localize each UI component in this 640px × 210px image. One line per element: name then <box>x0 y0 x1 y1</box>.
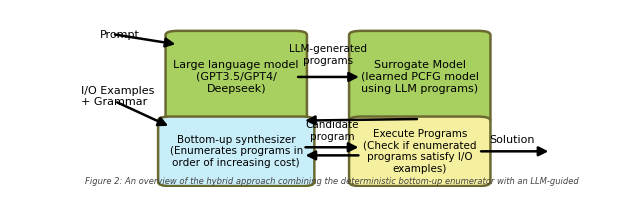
Text: Figure 2: An overview of the hybrid approach combining the deterministic bottom-: Figure 2: An overview of the hybrid appr… <box>85 177 579 186</box>
Text: Candidate
program: Candidate program <box>305 120 358 142</box>
Text: Large language model
(GPT3.5/GPT4/
Deepseek): Large language model (GPT3.5/GPT4/ Deeps… <box>173 60 299 93</box>
FancyBboxPatch shape <box>166 31 307 123</box>
Text: Prompt: Prompt <box>100 30 140 40</box>
FancyBboxPatch shape <box>158 117 314 186</box>
FancyBboxPatch shape <box>349 117 490 186</box>
Text: Solution: Solution <box>489 135 534 145</box>
Text: I/O Examples
+ Grammar: I/O Examples + Grammar <box>81 85 154 107</box>
Text: Surrogate Model
(learned PCFG model
using LLM programs): Surrogate Model (learned PCFG model usin… <box>361 60 479 93</box>
Text: Bottom-up synthesizer
(Enumerates programs in
order of increasing cost): Bottom-up synthesizer (Enumerates progra… <box>170 135 303 168</box>
Text: Execute Programs
(Check if enumerated
programs satisfy I/O
examples): Execute Programs (Check if enumerated pr… <box>363 129 477 174</box>
FancyBboxPatch shape <box>349 31 490 123</box>
Text: LLM-generated
programs: LLM-generated programs <box>289 44 367 66</box>
